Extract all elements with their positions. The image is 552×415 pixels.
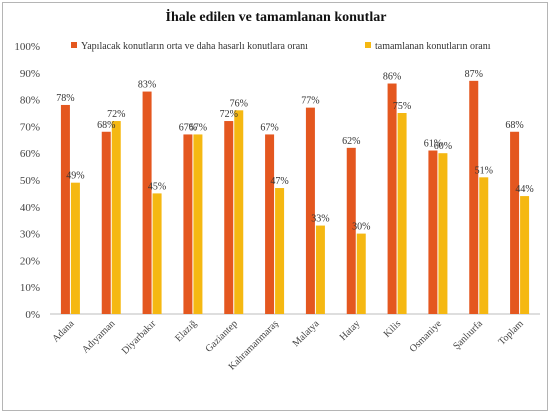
bar-completed xyxy=(315,225,325,314)
y-tick-label: 70% xyxy=(20,121,40,133)
bar-completed xyxy=(152,193,162,314)
x-category-label: Malatya xyxy=(291,318,322,349)
data-label-layer: 78%49%68%72%83%45%67%67%72%76%67%47%77%3… xyxy=(56,69,534,233)
chart-frame xyxy=(2,2,548,411)
data-label: 83% xyxy=(138,80,156,91)
x-category-label: Elazığ xyxy=(173,318,199,344)
y-tick-label: 100% xyxy=(14,41,40,53)
data-label: 45% xyxy=(148,181,166,192)
y-tick-label: 0% xyxy=(25,309,40,321)
bar-planned xyxy=(510,131,520,314)
bar-completed xyxy=(438,153,448,314)
x-category-label: Adıyaman xyxy=(80,318,117,355)
data-label: 62% xyxy=(342,136,360,147)
data-label: 76% xyxy=(230,98,248,109)
x-category-label: Kilis xyxy=(382,318,404,340)
bar-completed xyxy=(520,196,530,314)
bar-planned xyxy=(346,147,356,314)
x-category-label: Hatay xyxy=(338,318,363,343)
chart-title: İhale edilen ve tamamlanan konutlar xyxy=(165,10,387,25)
data-label: 68% xyxy=(505,120,523,131)
bar-completed xyxy=(70,182,80,314)
y-tick-label: 30% xyxy=(20,229,40,241)
data-label: 30% xyxy=(352,222,370,233)
y-tick-label: 40% xyxy=(20,202,40,214)
bar-planned xyxy=(224,121,234,314)
x-category-label: Adana xyxy=(50,318,77,345)
y-tick-label: 50% xyxy=(20,175,40,187)
data-label: 47% xyxy=(270,176,288,187)
bar-planned xyxy=(265,134,275,314)
data-label: 49% xyxy=(66,171,84,182)
y-tick-label: 90% xyxy=(20,68,40,80)
bar-completed xyxy=(479,177,489,314)
y-tick-label: 20% xyxy=(20,255,40,267)
data-label: 77% xyxy=(301,96,319,107)
y-tick-label: 10% xyxy=(20,282,40,294)
data-label: 72% xyxy=(220,109,238,120)
data-label: 72% xyxy=(107,109,125,120)
bar-planned xyxy=(183,134,193,314)
y-tick-label: 60% xyxy=(20,148,40,160)
data-label: 75% xyxy=(393,101,411,112)
bar-planned xyxy=(101,131,111,314)
data-label: 61% xyxy=(424,139,442,150)
bar-planned xyxy=(60,104,70,315)
x-category-label: Toplam xyxy=(496,318,525,347)
bar-planned xyxy=(305,107,315,314)
data-label: 78% xyxy=(56,93,74,104)
data-label: 67% xyxy=(179,122,197,133)
y-tick-label: 80% xyxy=(20,95,40,107)
bar-planned xyxy=(469,80,479,314)
data-label: 86% xyxy=(383,72,401,83)
x-category-label: Şanlıurfa xyxy=(451,318,485,352)
bar-completed xyxy=(275,188,285,314)
bar-planned xyxy=(142,91,152,314)
bar-completed xyxy=(111,121,121,314)
data-label: 60% xyxy=(434,141,452,152)
data-label: 67% xyxy=(260,122,278,133)
data-label: 68% xyxy=(97,120,115,131)
data-label: 44% xyxy=(515,184,533,195)
legend-swatch-completed xyxy=(365,42,371,48)
legend-label-planned: Yapılacak konutların orta ve daha hasarl… xyxy=(81,41,308,52)
bar-planned xyxy=(428,150,438,314)
x-category-label: Gaziantep xyxy=(203,318,239,354)
data-label: 33% xyxy=(311,214,329,225)
data-label: 67% xyxy=(189,122,207,133)
legend-label-completed: tamamlanan konutların oranı xyxy=(375,41,491,52)
bar-completed xyxy=(397,113,407,314)
bar-completed xyxy=(234,110,244,314)
bar-completed xyxy=(356,233,366,314)
bar-layer xyxy=(60,80,530,315)
bar-completed xyxy=(193,134,203,314)
legend: Yapılacak konutların orta ve daha hasarl… xyxy=(71,41,491,52)
bar-planned xyxy=(387,83,397,315)
data-label: 87% xyxy=(465,69,483,80)
data-label: 51% xyxy=(475,165,493,176)
legend-swatch-planned xyxy=(71,42,77,48)
x-category-label: Osmaniye xyxy=(408,318,445,355)
x-category-label: Diyarbakır xyxy=(120,318,159,357)
